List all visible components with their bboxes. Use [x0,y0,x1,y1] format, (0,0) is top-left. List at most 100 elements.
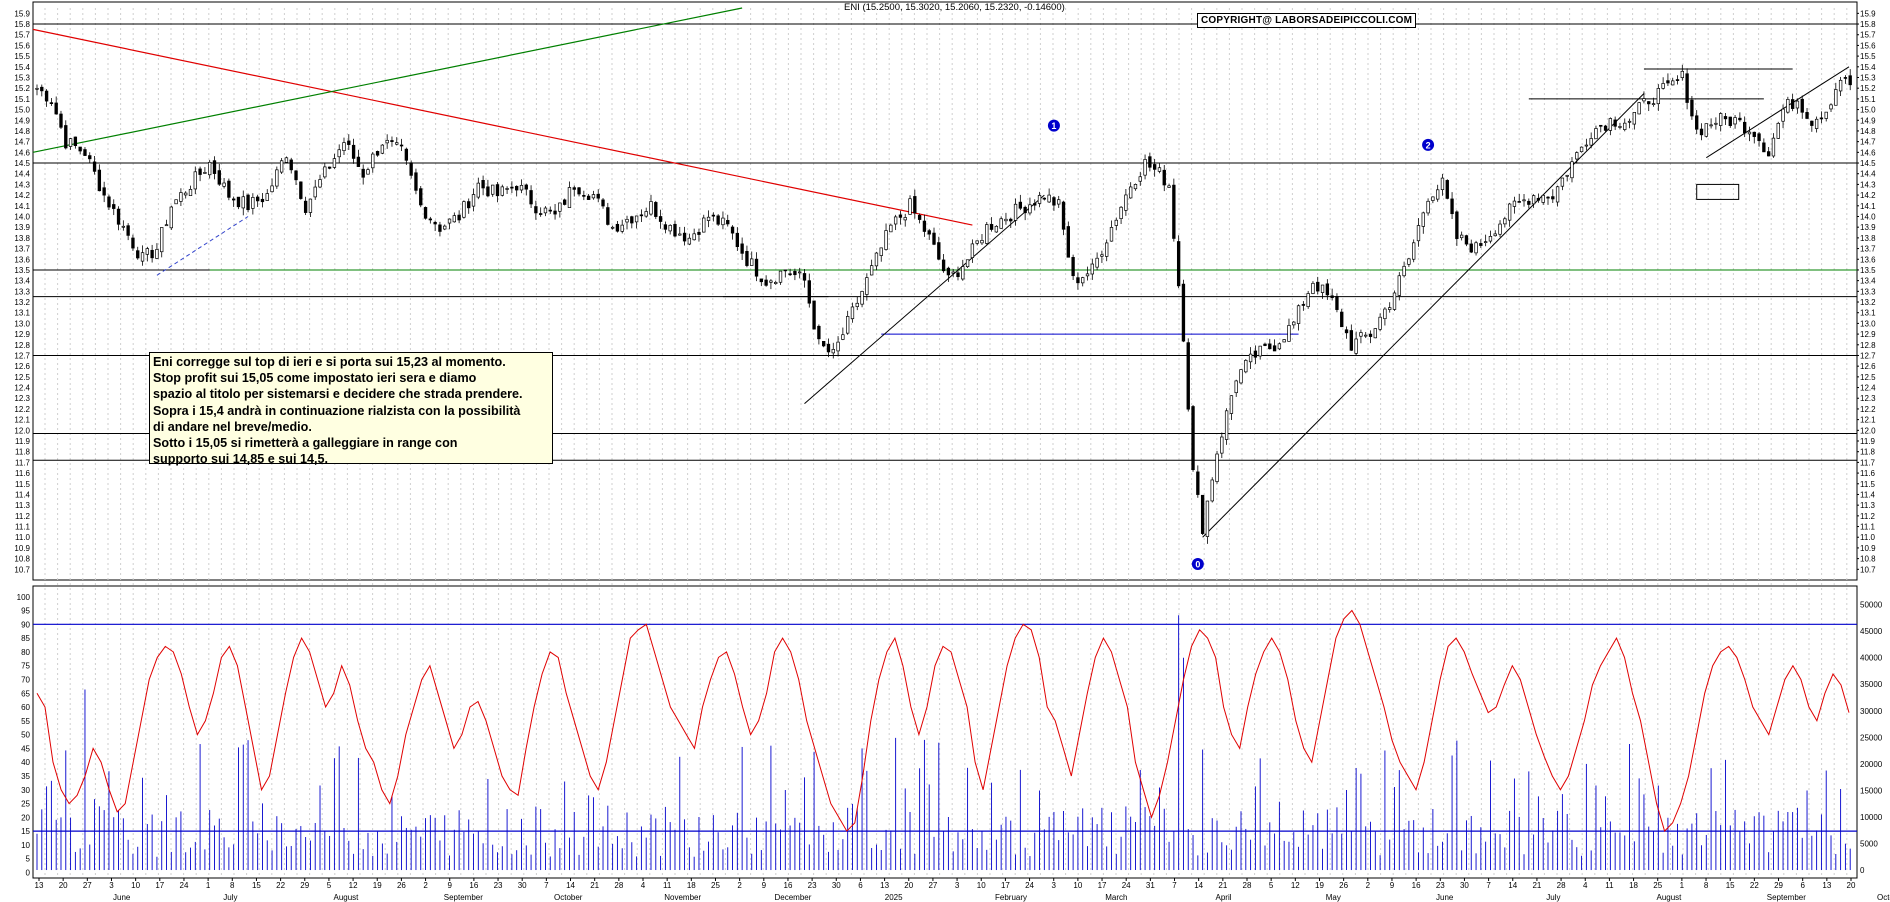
candle-body [500,186,504,196]
candle-body [726,220,730,225]
volume-tick-label: 35000 [1860,680,1883,689]
candle-body [308,198,313,213]
candle-body [399,144,404,147]
candle-body [1541,195,1545,203]
axis-labels: 10.710.710.810.810.910.911.011.011.111.1… [14,9,1890,902]
candle-body [1719,113,1723,126]
price-tick-label-left: 14.4 [14,170,30,179]
x-month-label: April [1216,893,1232,902]
commentary-box: Eni corregge sul top di ieri e si porta … [149,352,553,466]
price-panel-frame [32,1,1858,581]
candle-body [1469,243,1473,253]
candle-body [558,202,562,212]
candle-body [1181,283,1186,342]
oscillator-tick-label: 55 [21,717,30,726]
candle-body [1805,112,1809,119]
candle-body [1349,330,1354,351]
candle-body [1253,350,1258,358]
uptrend-line-dec [804,194,1045,404]
candle-body [1618,126,1622,128]
candle-body [898,214,903,218]
candle-body [1037,195,1042,204]
x-month-label: July [223,893,237,902]
candle-body [491,184,495,195]
candle-body [922,220,927,232]
candle-body [481,180,485,189]
price-tick-label-left: 11.6 [15,469,31,478]
candle-body [1416,225,1421,242]
x-day-label: 9 [762,881,767,890]
candle-body [1714,122,1718,125]
candle-body [572,187,576,190]
candle-body [1440,177,1445,191]
candle-body [1584,144,1589,147]
candle-body [874,252,879,267]
candle-body [841,334,845,340]
candle-body [1320,284,1325,293]
price-tick-label: 14.2 [1860,191,1876,200]
candle-body [443,225,447,230]
candle-body [1076,277,1080,284]
candle-body [1527,200,1531,205]
x-day-label: 8 [1704,881,1709,890]
candle-body [716,215,720,225]
candle-body [495,184,500,197]
candle-body [1790,99,1795,109]
candle-body [342,142,346,152]
candle-body [414,172,418,191]
candle-body [323,166,327,178]
candle-body [1704,123,1708,137]
candle-body [1474,242,1478,254]
candle-body [673,223,677,237]
candle-body [1757,133,1761,142]
candle-body [879,247,883,256]
candle-body [620,224,624,232]
candle-body [654,202,658,217]
candle-body [505,188,509,190]
candle-body [946,267,951,276]
price-tick-label-left: 15.6 [14,41,30,50]
candle-body [1517,201,1521,203]
candle-body [1743,121,1747,134]
candle-body [1220,436,1224,454]
candle-body [356,156,361,167]
x-day-label: 5 [327,881,332,890]
price-tick-label: 12.1 [1860,416,1876,425]
candle-body [97,169,102,192]
candle-body [649,201,653,215]
candle-body [68,138,73,147]
x-day-label: 21 [1532,881,1541,890]
price-tick-label: 14.6 [1860,148,1876,157]
candle-body [1296,305,1301,324]
price-tick-label-left: 14.6 [14,148,30,157]
candle-body [1004,218,1008,222]
x-month-label: 2025 [885,893,903,902]
candle-body [577,187,581,195]
price-tick-label: 12.5 [1860,373,1876,382]
price-tick-label-left: 10.8 [14,555,30,564]
price-tick-label-left: 12.8 [14,341,30,350]
price-tick-label: 13.9 [1860,223,1876,232]
oscillator-tick-label: 90 [21,620,30,629]
oscillator-tick-label: 60 [21,703,30,712]
candle-body [64,125,68,149]
candle-body [1013,203,1018,221]
candle-body [1546,196,1550,199]
price-tick-label-left: 11.5 [15,480,31,489]
candle-body [1555,186,1560,203]
price-tick-label: 15.3 [1860,73,1876,82]
candle-body [1575,152,1579,160]
x-day-label: 25 [711,881,720,890]
candle-body [49,102,54,104]
candle-body [284,157,289,163]
candle-body [54,102,58,115]
candle-body [951,271,955,274]
chart-grid [44,8,1848,878]
candle-body [385,139,389,144]
candle-body [78,146,82,152]
candle-body [467,201,471,209]
oscillator-series [36,609,1850,833]
candle-body [917,214,922,220]
price-tick-label-left: 14.8 [14,127,30,136]
candle-body [721,217,725,226]
